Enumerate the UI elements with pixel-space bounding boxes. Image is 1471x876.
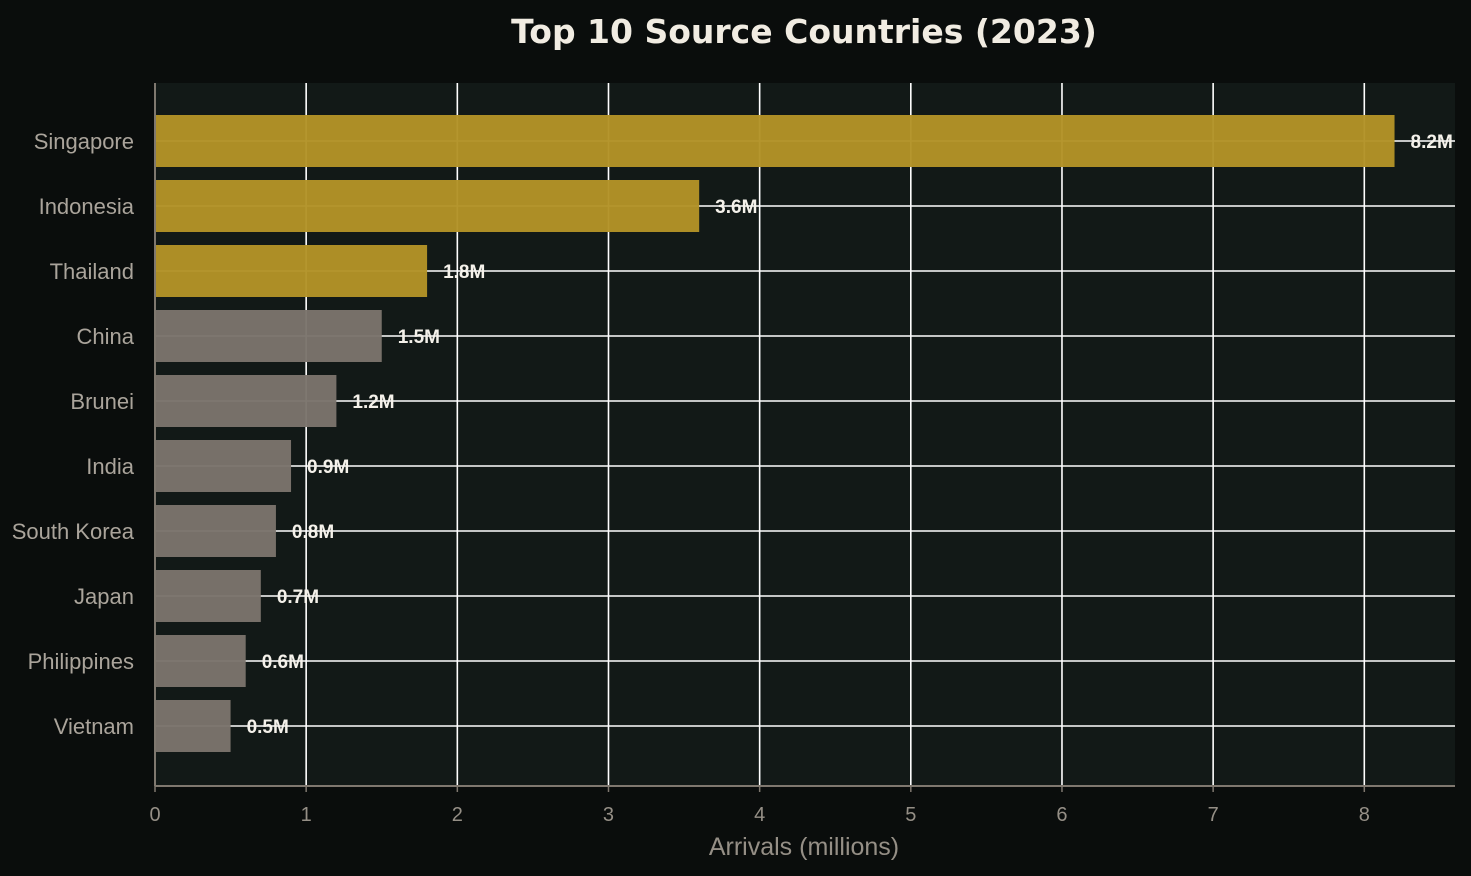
value-label: 0.5M — [247, 717, 289, 738]
bar — [155, 700, 231, 752]
x-axis-title: Arrivals (millions) — [709, 833, 899, 861]
category-label: Brunei — [70, 389, 134, 414]
bar — [155, 635, 246, 687]
value-label: 8.2M — [1411, 132, 1453, 153]
value-label: 1.2M — [352, 392, 394, 413]
bar — [155, 245, 428, 297]
bar — [155, 115, 1395, 167]
x-tick-label: 1 — [301, 804, 312, 826]
category-label: South Korea — [12, 519, 135, 544]
x-tick-label: 5 — [905, 804, 916, 826]
bar — [155, 570, 261, 622]
x-tick-label: 0 — [149, 804, 160, 826]
bar — [155, 375, 337, 427]
bars — [155, 115, 1395, 752]
category-labels: Singapore Indonesia Thailand China Brunei Ind… — [12, 129, 135, 739]
value-label: 0.7M — [277, 587, 319, 608]
category-label: Philippines — [28, 649, 134, 674]
category-label: China — [77, 324, 135, 349]
bar — [155, 440, 292, 492]
axes — [154, 83, 1455, 787]
category-label: Vietnam — [54, 714, 134, 739]
bar — [155, 310, 382, 362]
category-label: Singapore — [34, 129, 134, 154]
chart-title: Top 10 Source Countries (2023) — [511, 12, 1097, 51]
x-tick-label: 3 — [603, 804, 614, 826]
value-label: 1.8M — [443, 262, 485, 283]
x-tick-label: 4 — [754, 804, 765, 826]
x-tick-labels: 0 1 2 3 4 5 6 7 8 — [149, 786, 1370, 826]
bar — [155, 180, 700, 232]
value-label: 0.8M — [292, 522, 334, 543]
x-tick-label: 2 — [452, 804, 463, 826]
value-label: 3.6M — [715, 197, 757, 218]
bar — [155, 505, 276, 557]
value-label: 1.5M — [398, 327, 440, 348]
category-label: Japan — [74, 584, 134, 609]
category-label: Indonesia — [39, 194, 135, 219]
category-label: Thailand — [50, 259, 134, 284]
x-tick-label: 8 — [1359, 804, 1370, 826]
value-label: 0.9M — [307, 457, 349, 478]
category-label: India — [86, 454, 134, 479]
value-labels: 8.2M 3.6M 1.8M 1.5M 1.2M 0.9M 0.8M 0.7M 0.6M 0.5M — [247, 132, 1453, 738]
value-label: 0.6M — [262, 652, 304, 673]
x-tick-label: 7 — [1208, 804, 1219, 826]
x-tick-label: 6 — [1056, 804, 1067, 826]
